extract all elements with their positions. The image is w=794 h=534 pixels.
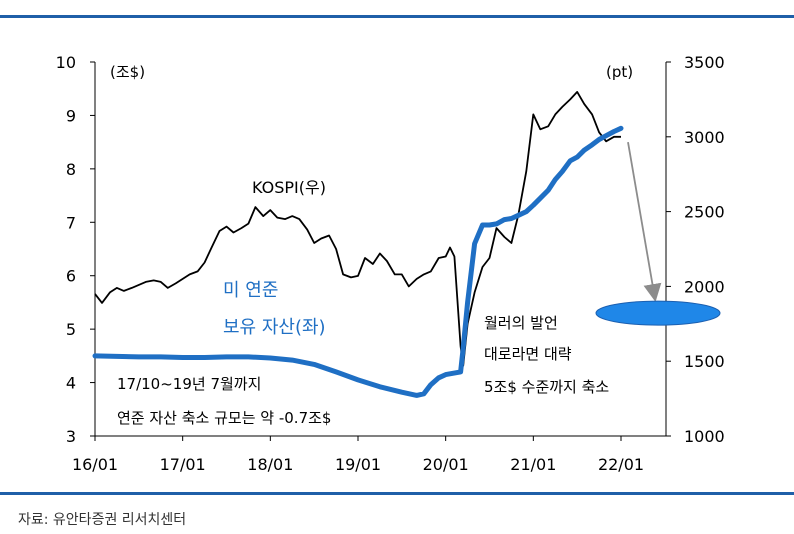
left-tick-label: 6 [66,267,76,286]
x-tick-label: 20/01 [423,455,469,474]
left-axis-label: (조$) [110,63,145,81]
right-axis-label: (pt) [606,63,633,81]
target-line3: 5조$ 수준까지 축소 [484,378,609,396]
x-tick-label: 19/01 [335,455,381,474]
left-tick-label: 7 [66,213,76,232]
note-line1: 17/10~19년 7월까지 [117,375,261,393]
right-tick-label: 3500 [684,53,725,72]
right-tick-label: 2500 [684,203,725,222]
target-line2: 대로라면 대략 [484,345,572,363]
fed-label-line1: 미 연준 [223,280,278,301]
right-tick-label: 1500 [684,352,725,371]
right-tick-label: 3000 [684,128,725,147]
kospi-series-line [94,91,621,367]
right-tick-label: 1000 [684,427,725,446]
left-tick-label: 3 [66,427,76,446]
fed-assets-series-line [92,125,624,398]
left-tick-label: 10 [56,53,76,72]
target-ellipse [595,300,721,326]
kospi-label: KOSPI(우) [252,178,326,197]
x-tick-label: 21/01 [510,455,556,474]
bottom-rule [0,492,794,495]
left-tick-label: 8 [66,160,76,179]
chart: 3 4 5 6 7 8 9 10 1000 1500 2000 2500 3000 3500 16/01… [56,53,725,474]
x-tick-label: 16/01 [72,455,118,474]
left-tick-label: 4 [66,374,76,393]
x-tick-label: 18/01 [247,455,293,474]
x-tick-label: 22/01 [598,455,644,474]
x-tick-label: 17/01 [160,455,206,474]
left-tick-label: 5 [66,320,76,339]
target-line1: 월러의 발언 [484,314,558,332]
right-tick-label: 2000 [684,277,725,296]
source-note: 자료: 유안타증권 리서치센터 [18,512,187,528]
left-tick-label: 9 [66,106,76,125]
top-rule [0,15,794,18]
note-line2: 연준 자산 축소 규모는 약 -0.7조$ [117,409,331,427]
forecast-arrow [627,141,662,302]
fed-label-line2: 보유 자산(좌) [223,317,326,338]
